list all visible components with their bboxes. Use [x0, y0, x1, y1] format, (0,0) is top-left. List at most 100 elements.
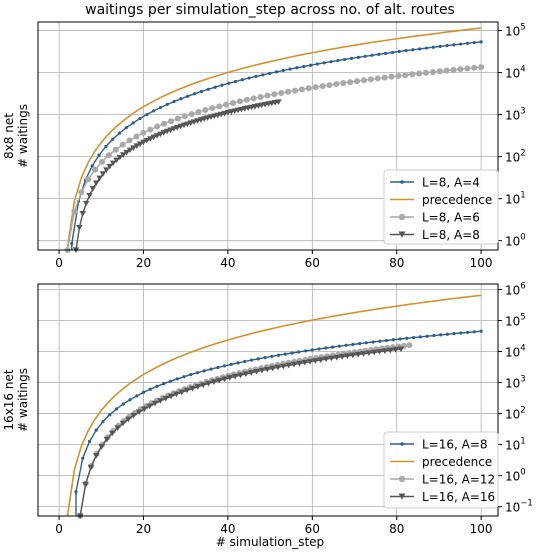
series-marker	[351, 342, 355, 347]
series-marker	[179, 97, 183, 101]
series-marker	[220, 83, 224, 87]
bottom-panel-16x16: 0 20 40 60 80 10010−110010110210310410510616x…	[2, 281, 533, 536]
series-marker	[302, 64, 306, 69]
series-marker	[105, 152, 112, 159]
series-marker	[86, 192, 93, 199]
y-tick-exponent: 6	[520, 281, 525, 291]
series-marker	[133, 133, 140, 140]
series-marker	[229, 362, 233, 366]
y-tick-label: 104	[505, 344, 526, 360]
series-marker	[281, 68, 285, 73]
series-marker	[237, 372, 244, 379]
y-tick-exponent: 1	[520, 191, 525, 201]
series-marker	[240, 78, 244, 82]
legend-label: L=16, A=12	[422, 473, 495, 487]
series-marker	[308, 63, 313, 67]
series-line-1	[66, 27, 482, 250]
series-marker	[270, 354, 274, 358]
series-marker	[199, 89, 203, 94]
series-marker	[192, 92, 197, 96]
series-marker	[452, 332, 456, 336]
series-marker	[344, 343, 348, 347]
series-marker	[199, 382, 207, 389]
legend-box	[383, 431, 499, 509]
series-marker	[82, 481, 89, 488]
series-marker	[274, 364, 282, 371]
y-axis-label-waitings: # waitings	[16, 104, 30, 168]
y-tick-label: 103	[505, 107, 526, 123]
y-tick-exponent: 4	[520, 344, 525, 354]
series-marker	[363, 54, 367, 58]
series-marker	[263, 355, 267, 360]
series-marker	[258, 367, 266, 374]
series-marker	[181, 113, 188, 120]
series-marker	[343, 57, 347, 62]
series-marker	[445, 44, 449, 48]
series-marker	[390, 50, 395, 55]
series-marker	[378, 339, 382, 343]
series-marker	[333, 81, 340, 88]
series-marker	[126, 137, 133, 144]
y-axis-label-net: 8x8 net	[2, 113, 16, 159]
series-marker	[357, 342, 362, 346]
axes-frame	[37, 283, 499, 517]
series-marker	[472, 330, 476, 334]
series-marker	[128, 398, 132, 402]
series-marker	[356, 55, 360, 59]
x-tick-label: 60	[305, 522, 320, 536]
series-marker	[170, 126, 178, 132]
series-marker	[312, 84, 319, 91]
series-marker	[296, 360, 303, 367]
series-marker	[432, 333, 436, 338]
series-marker	[459, 42, 463, 46]
series-marker	[70, 242, 74, 246]
series-marker	[295, 66, 299, 70]
series-marker	[264, 92, 271, 99]
series-marker	[174, 115, 181, 122]
series-marker	[98, 444, 105, 450]
series-marker	[116, 154, 124, 161]
series-marker	[306, 359, 314, 365]
series-marker	[384, 51, 388, 55]
series-marker	[167, 393, 175, 400]
series-marker	[349, 352, 357, 359]
grid	[38, 22, 498, 250]
series-marker	[126, 147, 134, 154]
series-marker	[229, 99, 236, 106]
series-marker	[429, 69, 436, 76]
series-marker	[216, 103, 223, 110]
y-tick-label: 101	[505, 191, 526, 207]
series-marker	[87, 464, 95, 471]
y-axis-label-net: 16x16 net	[2, 369, 16, 430]
series-marker	[111, 137, 115, 141]
series-marker	[364, 341, 368, 345]
series-marker	[261, 73, 265, 77]
series-marker	[269, 365, 276, 372]
series-marker	[147, 136, 154, 142]
legend-label: L=8, A=4	[422, 176, 480, 190]
series-marker	[479, 40, 483, 44]
series-marker	[151, 400, 159, 407]
axes-frame	[37, 21, 499, 251]
series-marker	[438, 44, 442, 49]
series-marker	[81, 456, 85, 460]
series-marker	[406, 342, 413, 349]
series-marker	[180, 122, 188, 129]
series-marker	[303, 349, 308, 353]
series-marker	[283, 352, 287, 356]
series-marker	[178, 389, 185, 396]
series-marker	[140, 129, 147, 136]
series-marker	[108, 413, 112, 417]
legend-label: precedence	[422, 455, 492, 469]
series-marker	[397, 49, 401, 54]
x-tick-label: 100	[470, 522, 493, 536]
series-marker	[317, 347, 321, 351]
y-tick-label: 101	[505, 437, 526, 453]
series-marker	[443, 67, 450, 74]
series-marker	[189, 385, 196, 392]
legend-marker	[398, 493, 406, 500]
series-marker	[119, 141, 126, 148]
series-marker	[226, 375, 234, 381]
series-marker	[205, 380, 212, 387]
